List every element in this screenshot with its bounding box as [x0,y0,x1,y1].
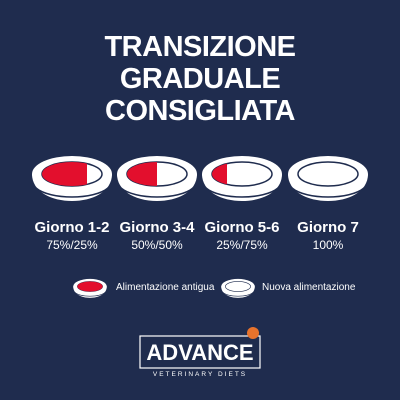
day-ratio: 100% [313,238,344,252]
legend-bowl [72,278,108,299]
day-ratio: 25%/75% [216,238,268,252]
brand-tagline: VETERINARY DIETS [153,371,247,378]
legend-bowl [220,278,256,299]
day-label: Giorno 7 [297,219,359,236]
legend-label: Nuova alimentazione [262,282,356,293]
bowl [31,155,113,202]
day-label: Giorno 1-2 [34,219,109,236]
day-ratio: 75%/25% [46,238,98,252]
title-line: GRADUALE [120,63,280,95]
day-label: Giorno 5-6 [204,219,279,236]
title-line: CONSIGLIATA [105,95,296,127]
title-line: TRANSIZIONE [104,31,295,63]
bowl [116,155,198,202]
day-label: Giorno 3-4 [119,219,195,236]
day-ratio: 50%/50% [131,238,183,252]
bowl [287,155,369,202]
bowl [201,155,283,202]
legend-label: Alimentazione antigua [116,282,215,293]
brand-logo: ADVANCE VETERINARY DIETS [139,327,261,378]
brand-name: ADVANCE [146,340,253,365]
